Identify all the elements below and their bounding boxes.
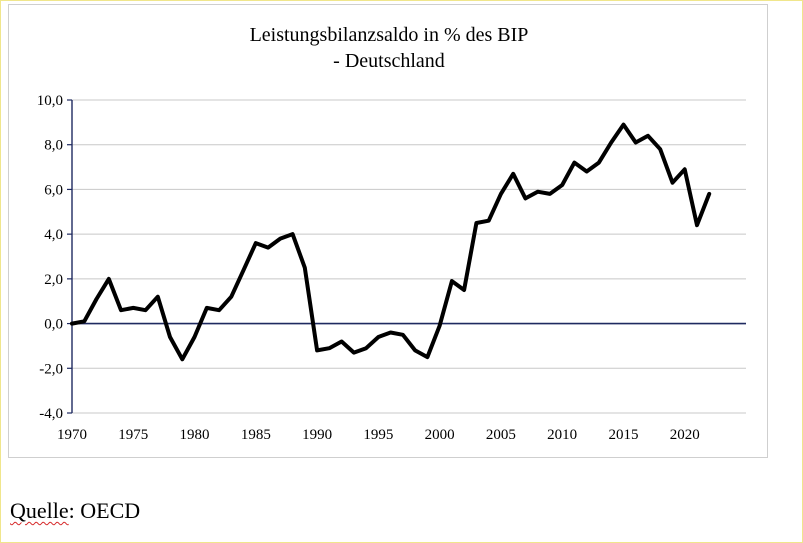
y-tick-label: 2,0	[44, 272, 63, 288]
source-value: : OECD	[68, 498, 141, 523]
x-tick-label: 1975	[118, 427, 148, 443]
chart-title: Leistungsbilanzsaldo in % des BIP	[250, 24, 529, 46]
x-tick-labels: 1970 1975 1980 1985 1990 1995 2000 2005 2010 2015…	[57, 427, 700, 443]
x-tick-label: 1995	[363, 427, 393, 443]
chart: Leistungsbilanzsaldo in % des BIP - Deut…	[37, 24, 746, 443]
x-tick-label: 1990	[302, 427, 332, 443]
chart-container: Leistungsbilanzsaldo in % des BIP - Deut…	[8, 4, 768, 458]
y-tick-label: -2,0	[39, 361, 63, 377]
y-tick-label: 8,0	[44, 138, 63, 154]
x-tick-label: 2005	[486, 427, 516, 443]
chart-subtitle: - Deutschland	[333, 50, 445, 72]
source-label: Quelle	[10, 498, 69, 523]
y-tick-labels: -4,0 -2,0 0,0 2,0 4,0 6,0 8,0 10,0	[37, 93, 63, 422]
x-tick-label: 2015	[608, 427, 638, 443]
source-note: Quelle: OECD	[10, 498, 140, 524]
series-line	[70, 122, 712, 362]
x-tick-label: 2020	[670, 427, 700, 443]
series-layer	[70, 122, 712, 362]
y-tick-label: 10,0	[37, 93, 63, 109]
gridlines	[72, 99, 746, 414]
x-tick-label: 1985	[241, 427, 271, 443]
x-tick-label: 1980	[180, 427, 210, 443]
y-tick-label: 0,0	[44, 317, 63, 333]
x-tick-label: 2000	[425, 427, 455, 443]
y-tick-label: 6,0	[44, 182, 63, 198]
x-tick-label: 1970	[57, 427, 87, 443]
y-tick-label: -4,0	[39, 406, 63, 422]
x-tick-label: 2010	[547, 427, 577, 443]
y-tick-label: 4,0	[44, 227, 63, 243]
axes	[67, 99, 746, 414]
